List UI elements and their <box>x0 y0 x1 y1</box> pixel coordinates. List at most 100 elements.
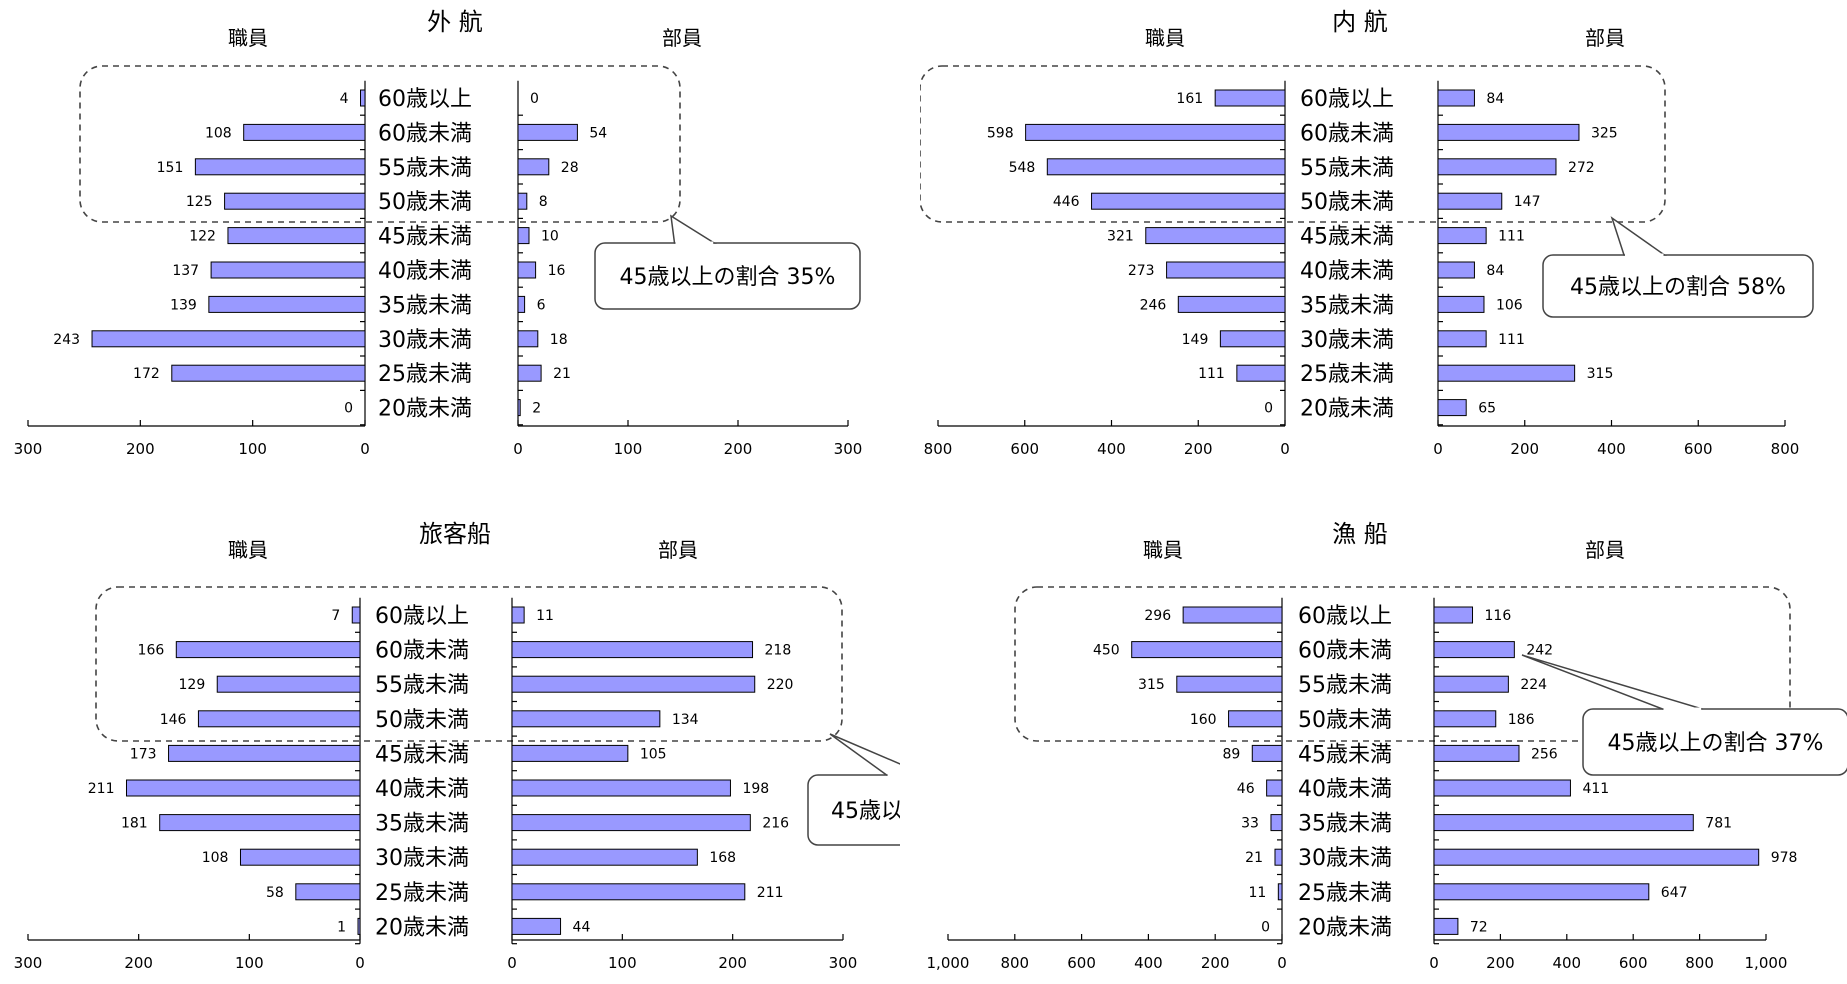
bar-left <box>208 295 366 313</box>
x-tick-label-left: 800 <box>1000 954 1029 972</box>
bar-left <box>171 364 366 382</box>
bar-left <box>243 123 366 141</box>
age-category-label: 35歳未満 <box>378 293 472 318</box>
age-category-label: 30歳未満 <box>1300 328 1394 353</box>
age-category-label: 30歳未満 <box>375 846 469 871</box>
value-label-right: 16 <box>548 263 566 279</box>
value-label-right: 28 <box>561 160 579 176</box>
x-tick-label-right: 200 <box>724 440 753 458</box>
value-label-right: 10 <box>541 229 559 245</box>
bar-right <box>1437 123 1580 141</box>
callout-text: 45歳以上の割合 37% <box>1608 731 1824 756</box>
value-label-right: 21 <box>553 366 571 382</box>
age-category-label: 25歳未満 <box>378 362 472 387</box>
x-tick-label-right: 0 <box>1429 954 1439 972</box>
x-tick-label-left: 1,000 <box>927 954 970 972</box>
value-label-right: 0 <box>530 91 539 107</box>
value-label-left: 315 <box>1138 677 1165 693</box>
x-tick-label-left: 0 <box>1277 954 1287 972</box>
value-label-right: 2 <box>532 401 541 417</box>
bar-right <box>1433 675 1509 693</box>
bar-left <box>295 883 361 901</box>
right-series-label: 部員 <box>1585 26 1625 50</box>
value-label-left: 108 <box>202 850 229 866</box>
age-category-label: 35歳未満 <box>375 812 469 837</box>
value-label-left: 125 <box>186 194 213 210</box>
value-label-left: 21 <box>1245 850 1263 866</box>
value-label-left: 11 <box>1248 885 1266 901</box>
chart-svg: 漁 船職員 部員 296 60歳以上 116 450 60歳未満 242 315 55歳未満 224… <box>927 520 1847 972</box>
value-label-right: 8 <box>539 194 548 210</box>
bar-right <box>517 364 542 382</box>
callout-bubble: 45歳以上の割合 38% <box>807 733 1071 846</box>
right-series-label: 部員 <box>662 26 702 50</box>
bar-left <box>175 641 361 659</box>
value-label-right: 105 <box>640 746 667 762</box>
value-label-left: 0 <box>1261 919 1270 935</box>
bar-right <box>517 330 539 348</box>
bar-right <box>1437 364 1576 382</box>
bar-right <box>1433 779 1571 797</box>
bar-left <box>125 779 361 797</box>
age-category-label: 45歳未満 <box>378 225 472 250</box>
x-tick-label-left: 600 <box>1010 440 1039 458</box>
bar-left <box>91 330 366 348</box>
value-label-right: 224 <box>1520 677 1547 693</box>
age-category-label: 20歳未満 <box>375 915 469 940</box>
age-category-label: 25歳未満 <box>1300 362 1394 387</box>
value-label-right: 218 <box>765 643 792 659</box>
bar-left <box>1277 883 1283 901</box>
bar-left <box>357 917 361 935</box>
chart-title: 内 航 <box>1332 8 1388 36</box>
value-label-right: 18 <box>550 332 568 348</box>
age-category-label: 60歳以上 <box>1300 87 1394 112</box>
callout-pointer <box>670 214 717 244</box>
bar-left <box>1270 814 1283 832</box>
bar-right <box>517 227 530 245</box>
callout-box <box>1542 254 1814 318</box>
x-tick-label-right: 100 <box>608 954 637 972</box>
bar-left <box>360 89 366 107</box>
bar-right <box>517 295 526 313</box>
bar-right <box>1433 744 1520 762</box>
age-category-label: 60歳以上 <box>378 87 472 112</box>
callout-pointer <box>1521 654 1703 710</box>
value-label-right: 72 <box>1470 919 1488 935</box>
left-series-label: 職員 <box>228 26 268 50</box>
value-label-right: 256 <box>1531 746 1558 762</box>
x-tick-label-left: 400 <box>1097 440 1126 458</box>
callout-pointer <box>1610 216 1667 256</box>
value-label-right: 54 <box>589 125 607 141</box>
bar-left <box>351 606 361 624</box>
chart-panel-ryokakusen: 旅客船 職員 部員 7 60歳以上 11 166 60歳未満 218 129 55歳未満 220 146… <box>0 512 1071 980</box>
bar-left <box>1228 710 1283 728</box>
bar-right <box>1437 295 1485 313</box>
x-tick-label-right: 600 <box>1684 440 1713 458</box>
bar-left <box>210 261 366 279</box>
chart-panel-gaiko: 外 航職員 部員 4 60歳以上 0 108 60歳未満 54 151 55歳未満 28 125 50歳… <box>0 0 900 470</box>
bar-left <box>1182 606 1283 624</box>
x-tick-label-left: 0 <box>360 440 370 458</box>
value-label-right: 220 <box>767 677 794 693</box>
age-category-label: 60歳以上 <box>375 604 469 629</box>
chart-panel-gyosen: 漁 船職員 部員 296 60歳以上 116 450 60歳未満 242 315 55歳未満 224… <box>920 512 1847 980</box>
bar-right <box>517 261 537 279</box>
highlight-box <box>1014 586 1791 742</box>
x-tick-label-left: 100 <box>238 440 267 458</box>
x-tick-label-left: 400 <box>1134 954 1163 972</box>
value-label-left: 211 <box>88 781 115 797</box>
value-label-left: 321 <box>1107 229 1134 245</box>
value-label-left: 0 <box>1264 401 1273 417</box>
value-label-left: 58 <box>266 885 284 901</box>
bar-right <box>1433 606 1474 624</box>
value-label-left: 161 <box>1176 91 1203 107</box>
bar-right <box>1433 641 1515 659</box>
highlight-box <box>919 65 1666 223</box>
x-tick-label-right: 400 <box>1597 440 1626 458</box>
value-label-left: 46 <box>1237 781 1255 797</box>
age-category-label: 30歳未満 <box>1298 846 1392 871</box>
value-label-left: 160 <box>1190 712 1217 728</box>
x-tick-label-right: 400 <box>1552 954 1581 972</box>
value-label-right: 781 <box>1705 816 1732 832</box>
